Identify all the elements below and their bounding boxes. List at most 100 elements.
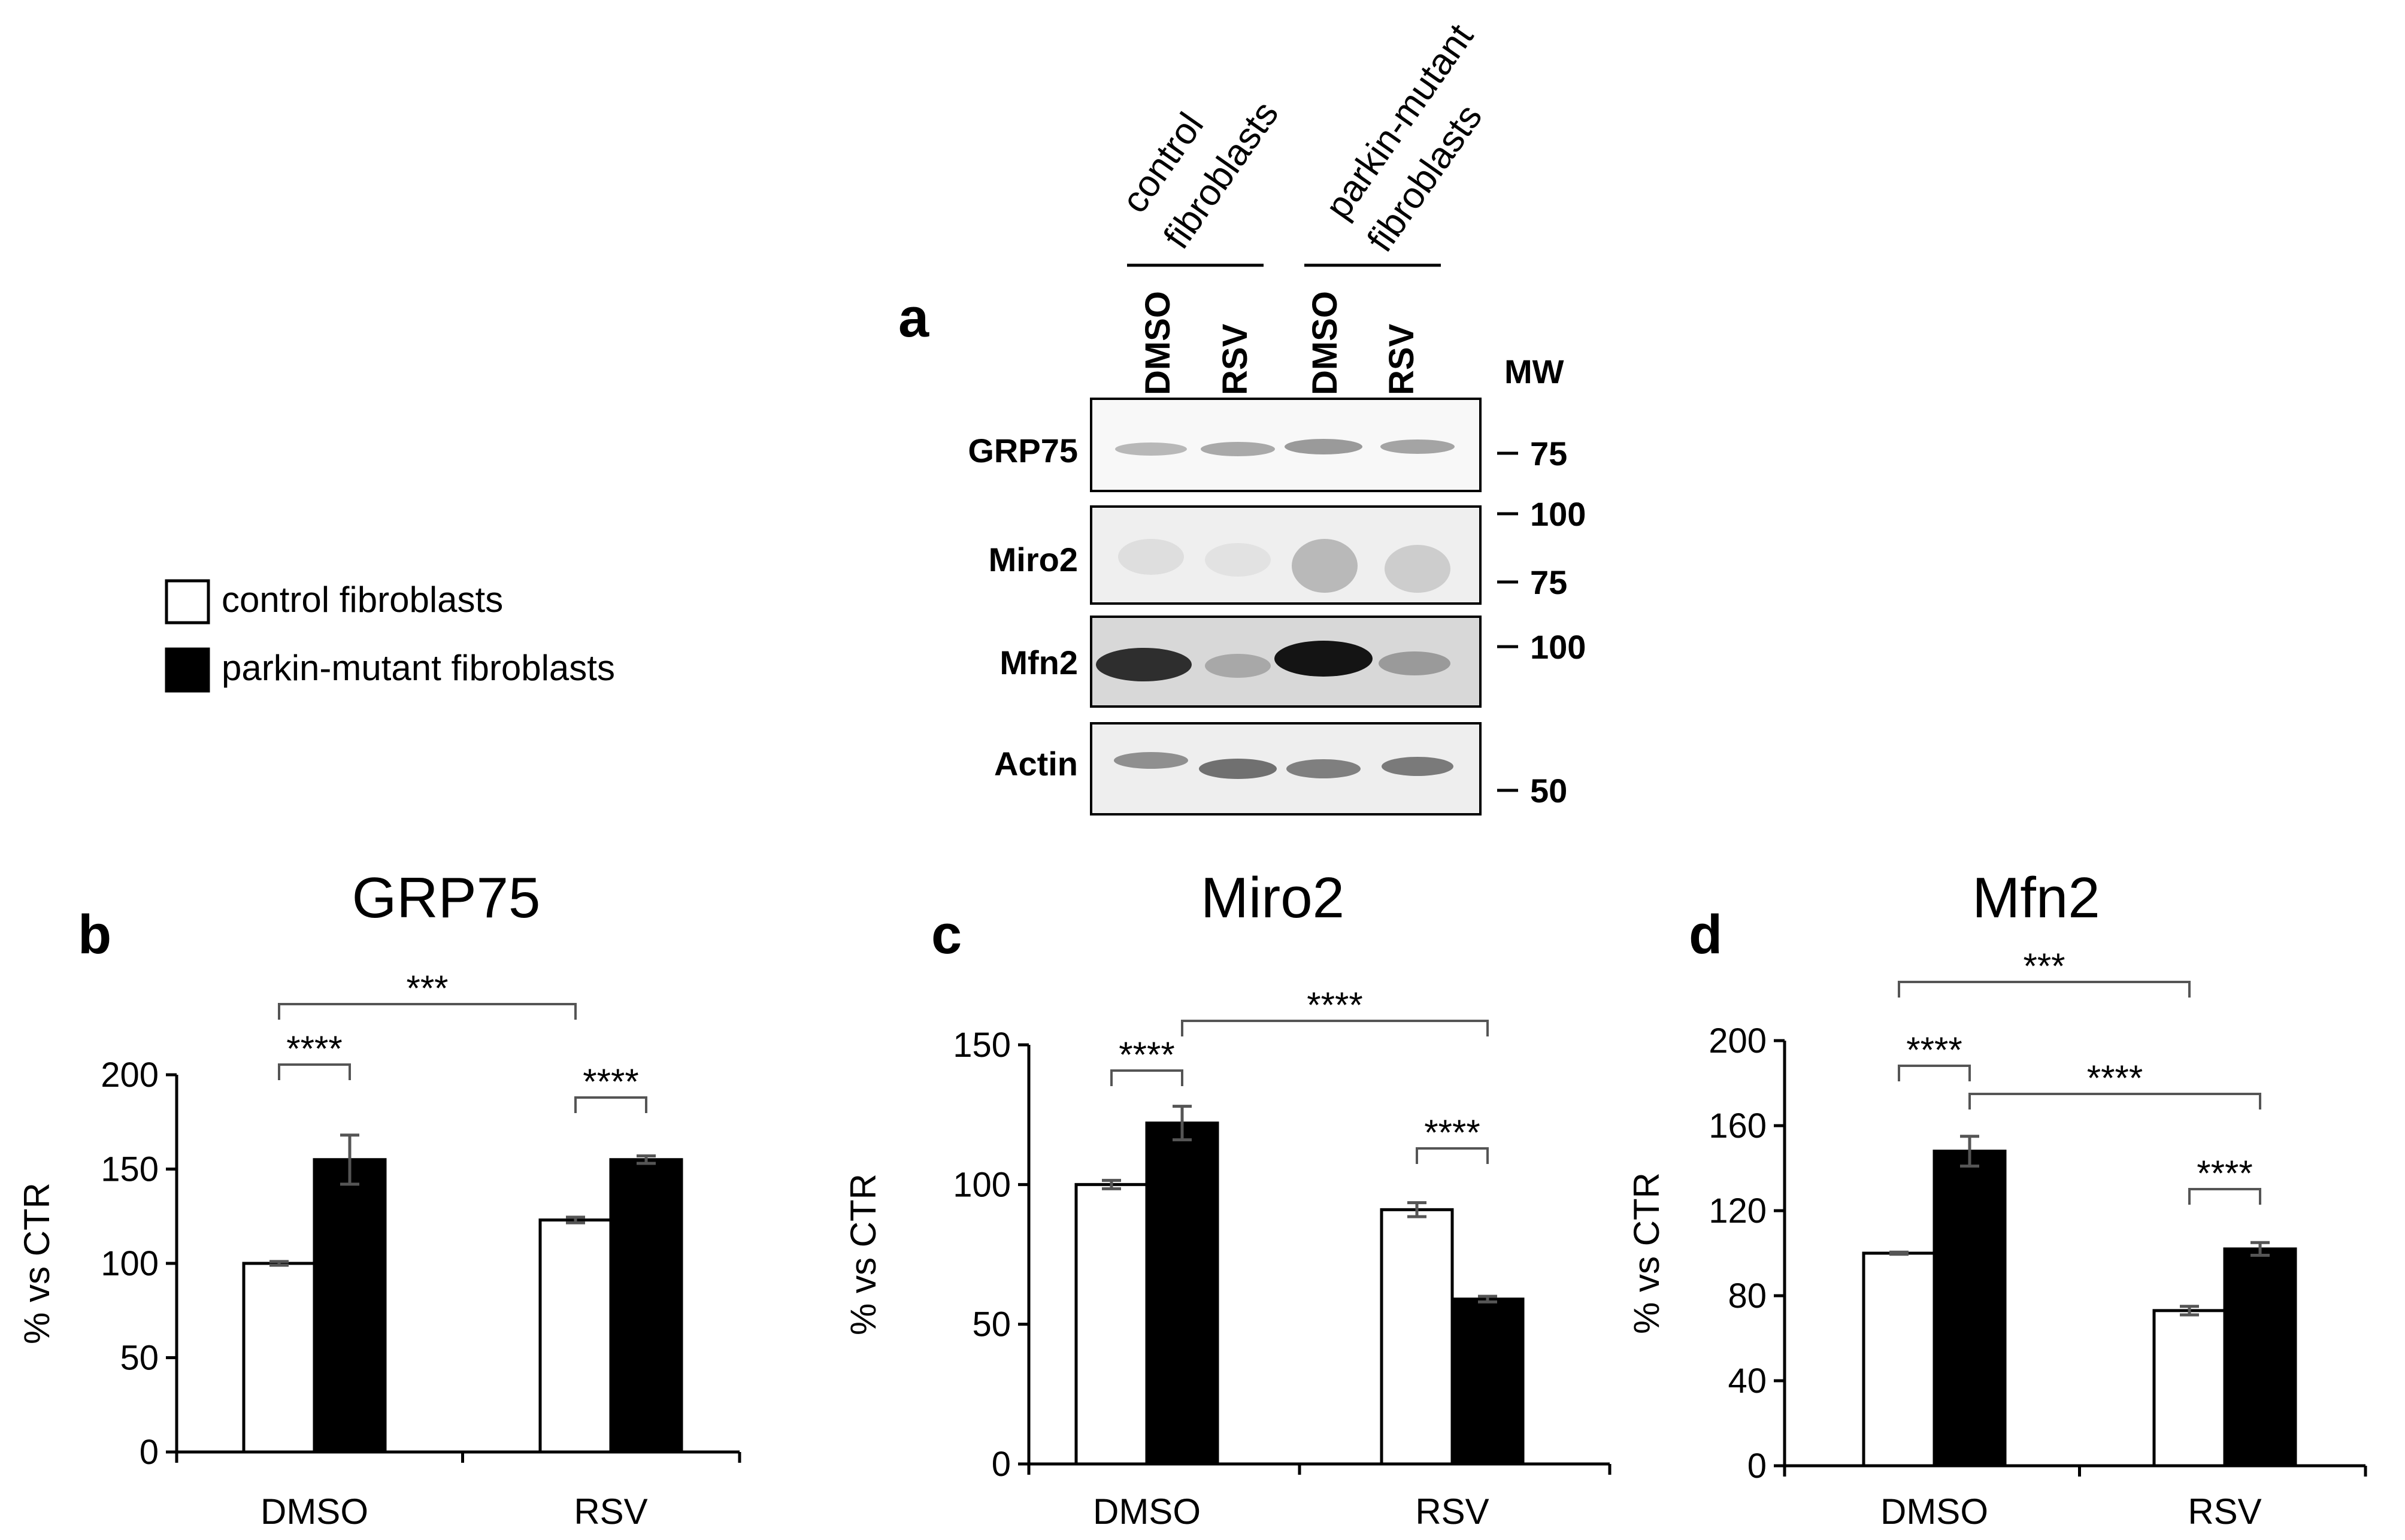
y-tick-label: 200 xyxy=(1709,1021,1767,1060)
band xyxy=(1205,543,1271,577)
y-tick-label: 200 xyxy=(101,1056,159,1095)
blot-label-miro2: Miro2 xyxy=(989,541,1078,578)
band xyxy=(1114,752,1188,769)
mw-title: MW xyxy=(1504,353,1564,390)
significance-label: **** xyxy=(2197,1153,2252,1193)
band xyxy=(1199,759,1277,779)
y-axis-label: % vs CTR xyxy=(17,1183,57,1344)
y-tick-label: 50 xyxy=(972,1305,1011,1344)
panel-b-letter: b xyxy=(78,904,111,965)
bar xyxy=(1145,1121,1219,1466)
significance-label: **** xyxy=(1119,1035,1174,1075)
significance-bracket xyxy=(1968,1093,2261,1109)
significance-label: **** xyxy=(286,1029,342,1069)
bar xyxy=(1862,1251,1936,1468)
lane-label: RSV xyxy=(1382,323,1421,395)
y-axis-label: % vs CTR xyxy=(1626,1172,1667,1334)
y-tick-label: 160 xyxy=(1709,1107,1767,1145)
x-tick-label: RSV xyxy=(574,1492,647,1532)
blot-label-grp75: GRP75 xyxy=(968,432,1078,469)
x-tick-label: DMSO xyxy=(1880,1492,1988,1532)
chart-title: GRP75 xyxy=(352,866,541,930)
significance-label: **** xyxy=(1424,1112,1480,1153)
legend-swatch-parkin xyxy=(165,647,210,693)
lane-label: DMSO xyxy=(1138,291,1177,395)
y-tick-label: 150 xyxy=(953,1026,1011,1065)
significance-bracket xyxy=(1181,1020,1489,1036)
significance-label: **** xyxy=(583,1062,638,1102)
mw-marker: 75 xyxy=(1530,563,1567,601)
y-tick-label: 150 xyxy=(101,1150,159,1189)
band xyxy=(1118,539,1184,575)
significance-label: **** xyxy=(1307,985,1362,1025)
blot-label-mfn2: Mfn2 xyxy=(999,644,1078,681)
x-tick-label: DMSO xyxy=(1093,1492,1201,1532)
panel-c: c Miro2 % vs CTR 0 50 100 150 DMSO RSV **** **** *… xyxy=(843,866,1612,1532)
bar xyxy=(2152,1309,2227,1468)
band xyxy=(1274,641,1373,677)
bar xyxy=(538,1218,613,1454)
band xyxy=(1115,442,1187,456)
significance-label: *** xyxy=(2023,946,2065,986)
mw-marker: 75 xyxy=(1530,435,1567,472)
bar xyxy=(609,1158,683,1454)
significance-bracket xyxy=(1898,1065,1971,1081)
band xyxy=(1292,539,1358,593)
y-tick-label: 0 xyxy=(992,1445,1011,1484)
panel-c-letter: c xyxy=(931,904,962,965)
significance-label: **** xyxy=(2087,1058,2143,1098)
y-tick-label: 80 xyxy=(1728,1277,1767,1315)
mw-marker: 100 xyxy=(1530,628,1586,666)
bar xyxy=(1450,1298,1525,1466)
band xyxy=(1096,648,1192,681)
band xyxy=(1201,442,1275,456)
band xyxy=(1285,439,1362,454)
lane-label: RSV xyxy=(1216,323,1255,395)
bar xyxy=(1074,1183,1149,1466)
band xyxy=(1385,545,1450,593)
bar xyxy=(2223,1247,2297,1468)
significance-bracket xyxy=(1110,1069,1183,1086)
y-axis-label: % vs CTR xyxy=(843,1174,883,1335)
bar xyxy=(313,1158,387,1454)
y-tick-label: 40 xyxy=(1728,1362,1767,1400)
lane-label: DMSO xyxy=(1306,291,1344,395)
mw-marker: 100 xyxy=(1530,495,1586,533)
chart-title: Miro2 xyxy=(1201,866,1344,930)
y-tick-label: 0 xyxy=(1747,1447,1767,1486)
y-tick-label: 50 xyxy=(120,1339,159,1378)
significance-label: *** xyxy=(406,968,448,1008)
bar xyxy=(1933,1150,2007,1468)
panel-d-letter: d xyxy=(1689,904,1722,965)
legend: control fibroblasts parkin-mutant fibrob… xyxy=(165,579,615,693)
panel-a-letter: a xyxy=(898,287,929,348)
legend-label-parkin: parkin-mutant fibroblasts xyxy=(222,648,615,688)
x-tick-label: RSV xyxy=(1415,1492,1489,1532)
x-tick-label: RSV xyxy=(2188,1492,2261,1532)
bar xyxy=(242,1262,316,1454)
legend-swatch-control xyxy=(165,579,210,625)
band xyxy=(1380,439,1455,454)
significance-bracket xyxy=(278,1063,351,1080)
bar xyxy=(1380,1208,1454,1466)
y-tick-label: 100 xyxy=(953,1165,1011,1204)
blot-label-actin: Actin xyxy=(994,745,1078,783)
y-tick-label: 100 xyxy=(101,1244,159,1283)
legend-label-control: control fibroblasts xyxy=(222,580,503,620)
band xyxy=(1379,651,1450,675)
chart-title: Mfn2 xyxy=(1972,866,2100,930)
significance-bracket xyxy=(1898,981,2191,998)
band xyxy=(1286,759,1361,778)
y-tick-label: 120 xyxy=(1709,1192,1767,1230)
band xyxy=(1205,654,1271,678)
y-tick-label: 0 xyxy=(140,1433,159,1472)
significance-bracket xyxy=(574,1096,647,1113)
significance-bracket xyxy=(278,1003,577,1020)
x-tick-label: DMSO xyxy=(261,1492,368,1532)
significance-bracket xyxy=(1416,1147,1489,1164)
band xyxy=(1382,757,1453,776)
significance-bracket xyxy=(2188,1188,2261,1205)
